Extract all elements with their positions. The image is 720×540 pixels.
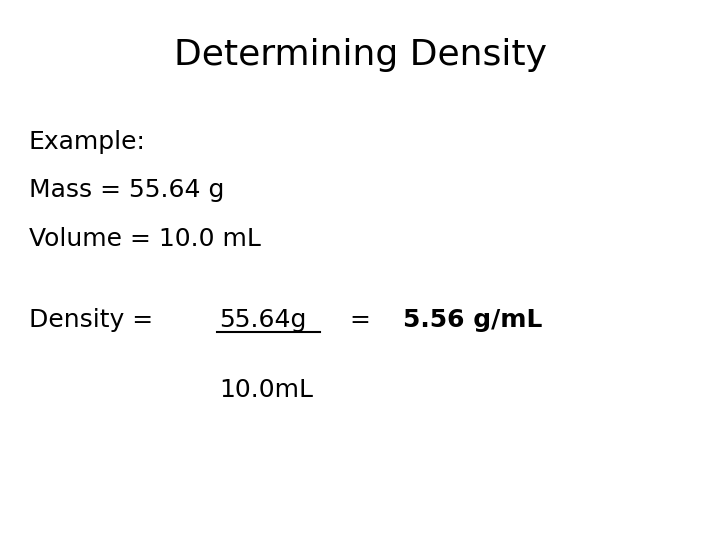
Text: 5.56 g/mL: 5.56 g/mL xyxy=(403,308,543,332)
Text: =: = xyxy=(350,308,370,332)
Text: Volume = 10.0 mL: Volume = 10.0 mL xyxy=(29,227,261,251)
Text: Density =: Density = xyxy=(29,308,161,332)
Text: Determining Density: Determining Density xyxy=(174,38,546,72)
Text: Example:: Example: xyxy=(29,130,145,153)
Text: 55.64g: 55.64g xyxy=(220,308,307,332)
Text: 10.0mL: 10.0mL xyxy=(220,378,314,402)
Text: Mass = 55.64 g: Mass = 55.64 g xyxy=(29,178,224,202)
